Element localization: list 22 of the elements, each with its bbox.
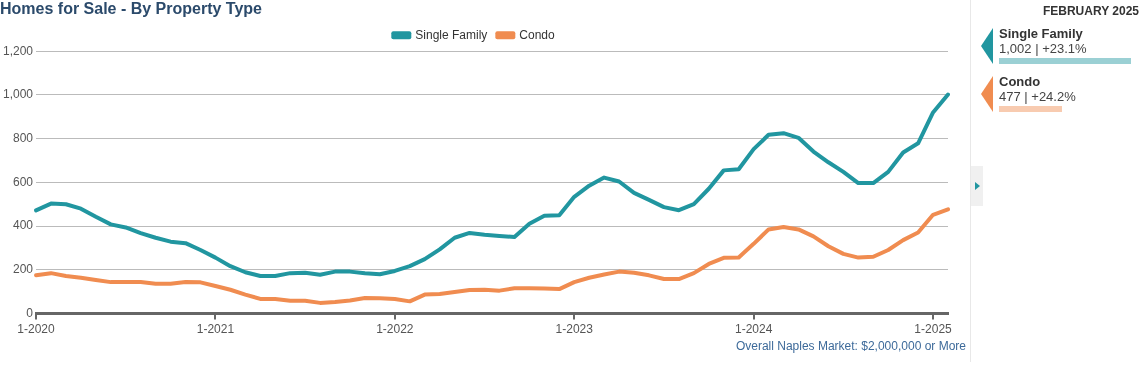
y-tick-label: 400 xyxy=(13,218,34,233)
x-tick-label: 1-2024 xyxy=(734,322,773,337)
text: Single Family xyxy=(999,26,1083,41)
legend-label: Single Family xyxy=(415,27,488,42)
chart-title: Homes for Sale - By Property Type xyxy=(0,0,263,18)
x-tick-label: 1-2023 xyxy=(555,322,594,337)
text: 1,002 | +23.1% xyxy=(999,41,1088,56)
y-tick-label: 1,200 xyxy=(3,43,34,58)
text: FEBRUARY 2025 xyxy=(1042,4,1139,18)
legend-label: Condo xyxy=(519,27,556,42)
y-tick-label: 200 xyxy=(13,262,34,277)
y-tick-label: 1,000 xyxy=(3,87,34,102)
text: Overall Naples Market: $2,000,000 or More xyxy=(735,339,967,354)
x-tick-label: 1-2025 xyxy=(914,322,953,337)
text: Condo xyxy=(999,74,1041,89)
x-tick-label: 1-2020 xyxy=(17,322,56,337)
x-tick-label: 1-2022 xyxy=(376,322,414,337)
y-tick-label: 0 xyxy=(26,305,34,320)
x-tick-label: 1-2021 xyxy=(196,322,235,337)
text: 477 | +24.2% xyxy=(999,89,1077,104)
y-tick-label: 600 xyxy=(13,174,34,189)
y-tick-label: 800 xyxy=(13,130,34,145)
